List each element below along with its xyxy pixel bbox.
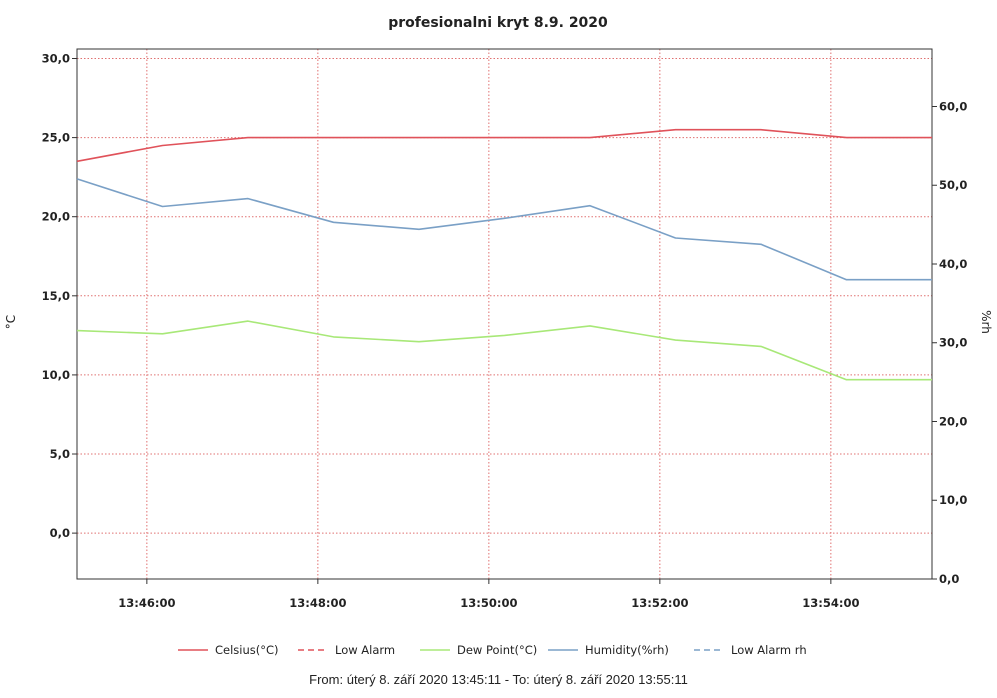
x-tick-label: 13:54:00 xyxy=(802,596,859,610)
y-left-tick-label: 10,0 xyxy=(42,368,70,382)
y-right-tick-label: 10,0 xyxy=(939,493,967,507)
x-tick-label: 13:48:00 xyxy=(289,596,346,610)
series-line-humidity-rh xyxy=(76,178,932,281)
date-range-footer: From: úterý 8. září 2020 13:45:11 - To: … xyxy=(309,672,688,687)
y-right-tick-label: 20,0 xyxy=(939,414,967,428)
right-axis-ticks: 0,0 10,0 20,0 30,0 40,0 50,0 60,0 xyxy=(932,99,967,586)
legend-label: Low Alarm rh xyxy=(731,643,807,657)
legend-label: Humidity(%rh) xyxy=(585,643,669,657)
grid xyxy=(77,49,932,579)
y-left-axis-label: °C xyxy=(4,315,18,329)
y-right-tick-label: 50,0 xyxy=(939,178,967,192)
y-left-tick-label: 30,0 xyxy=(42,51,70,65)
chart-title: profesionalni kryt 8.9. 2020 xyxy=(388,15,608,31)
series-line-celsius-c xyxy=(76,128,932,163)
y-left-tick-label: 5,0 xyxy=(50,447,70,461)
y-left-tick-label: 0,0 xyxy=(50,526,70,540)
legend: Celsius(°C) Low Alarm Dew Point(°C) Humidit… xyxy=(178,643,807,657)
x-tick-label: 13:46:00 xyxy=(118,596,175,610)
x-axis-ticks: 13:46:00 13:48:00 13:50:00 13:52:00 13:54:00 xyxy=(118,579,859,610)
y-left-tick-label: 15,0 xyxy=(42,289,70,303)
legend-label: Low Alarm xyxy=(335,643,395,657)
series-line-dew-point-c xyxy=(76,320,932,381)
plot-area-border xyxy=(76,48,933,580)
series-lines xyxy=(76,128,932,381)
x-tick-label: 13:50:00 xyxy=(460,596,517,610)
legend-label: Dew Point(°C) xyxy=(457,643,537,657)
y-left-tick-label: 20,0 xyxy=(42,210,70,224)
legend-label: Celsius(°C) xyxy=(215,643,279,657)
y-right-tick-label: 30,0 xyxy=(939,336,967,350)
y-right-tick-label: 40,0 xyxy=(939,257,967,271)
y-right-axis-label: %rh xyxy=(979,310,993,334)
y-right-tick-label: 60,0 xyxy=(939,99,967,113)
x-tick-label: 13:52:00 xyxy=(631,596,688,610)
y-left-tick-label: 25,0 xyxy=(42,131,70,145)
y-right-tick-label: 0,0 xyxy=(939,572,959,586)
left-axis-ticks: 0,0 5,0 10,0 15,0 20,0 25,0 30,0 xyxy=(42,51,77,540)
